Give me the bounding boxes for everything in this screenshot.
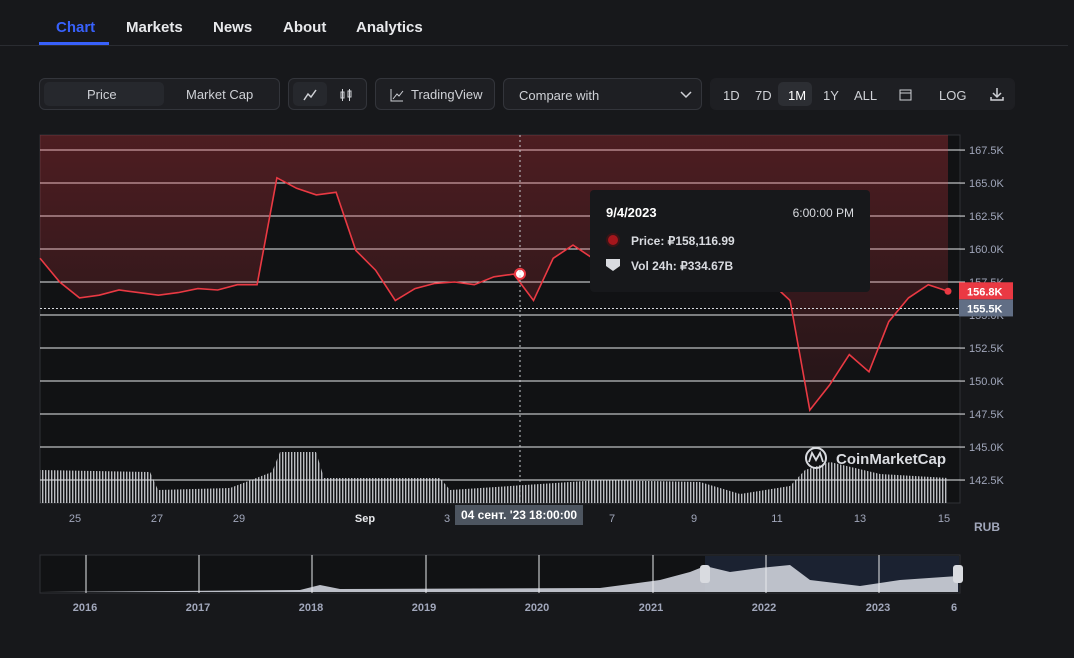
y-tick-label: 150.0K [969,376,1005,388]
range-active [778,82,812,106]
tab[interactable]: Chart [56,19,96,36]
year-label: 2018 [299,602,323,614]
tab[interactable]: Markets [126,19,183,36]
y-tick-label: 162.5K [969,211,1005,223]
toggle: Price Market Cap [39,78,280,110]
year-label: 6 [951,602,957,614]
volume-bars [40,452,948,503]
tab[interactable]: About [283,19,327,36]
y-tick-label: 152.5K [969,343,1005,355]
year-label: 2020 [525,602,549,614]
x-tick-label: 3 [444,513,450,525]
navigator [39,554,963,594]
price-line [39,176,949,412]
navigator-handle[interactable] [700,565,710,583]
tooltip [590,190,870,292]
year-label: 2023 [866,602,890,614]
year-label: 2019 [412,602,436,614]
reference-badge [959,299,1013,317]
log-toggle[interactable]: LOG [939,88,967,103]
y-tick-label: 165.0K [969,178,1005,190]
x-tick-label: 9 [691,513,697,525]
style-active [293,82,327,106]
tooltip-vol-icon [606,259,620,271]
y-tick-label: 145.0K [969,442,1005,454]
chart-style [288,78,367,110]
x-tick-label: 25 [69,513,81,525]
x-tick-label: 11 [771,513,782,525]
tooltip-volume: Vol 24h: ₽334.67B [631,259,733,273]
range[interactable]: 1M [788,88,807,103]
year-label: 2017 [186,602,210,614]
x-tick-label: 29 [233,513,245,525]
year-label: 2016 [73,602,97,614]
hover-point [514,267,526,280]
reference-label: 155.5K [967,303,1003,315]
calendar-icon[interactable] [899,88,912,101]
download-icon[interactable] [990,87,1004,101]
crosshair-label-bg [455,505,583,525]
tab[interactable]: Analytics [356,19,423,36]
last-point [944,287,952,295]
y-tick-label: 160.0K [969,244,1005,256]
toggle-option[interactable]: Price [87,87,117,102]
year-label: 2022 [752,602,776,614]
tv-icon [390,89,404,102]
crosshair-date: 04 сент. '23 [461,508,526,522]
tooltip-date: 9/4/2023 [606,205,657,220]
tab-underline [39,42,109,45]
range[interactable]: 1Y [823,88,839,103]
price-badge [959,282,1013,300]
range[interactable]: 7D [755,88,772,103]
year-label: 2021 [639,602,663,614]
x-tick-label: 15 [938,513,950,525]
navigator-area [40,565,958,592]
dropdown-label: Compare with [519,88,600,103]
button-label: TradingView [411,87,483,102]
tradingview-button[interactable]: TradingView [375,78,495,110]
watermark-text: CoinMarketCap [836,451,946,468]
price-label: 156.8K [967,286,1003,298]
toggle-active [44,82,164,106]
x-tick-label: Sep [355,513,375,525]
range-group: 1D 7D 1M 1Y ALL LOG [710,78,1015,110]
watermark: CoinMarketCap [805,447,946,469]
range[interactable]: 1D [723,88,740,103]
y-tick-label: 147.5K [969,409,1005,421]
x-tick-label: 13 [854,513,866,525]
divider [0,45,1068,46]
x-tick-label: 7 [609,513,615,525]
y-tick-label: 142.5K [969,475,1005,487]
tooltip-price: Price: ₽158,116.99 [631,234,735,248]
crosshair-time: 18:00:00 [529,508,577,522]
currency: RUB [974,520,1000,534]
tooltip-dot [606,233,620,247]
chevron [680,91,692,99]
tooltip-time: 6:00:00 PM [793,206,854,220]
y-tick-label: 167.5K [969,145,1005,157]
navigator-handle[interactable] [953,565,963,583]
compare-dropdown[interactable]: Compare with [503,78,702,110]
candle-icon[interactable] [339,88,353,102]
x-tick-label: 27 [151,513,163,525]
range[interactable]: ALL [854,88,878,103]
toggle-option[interactable]: Market Cap [186,87,254,102]
line-icon[interactable] [303,88,317,102]
tab[interactable]: News [213,19,253,36]
